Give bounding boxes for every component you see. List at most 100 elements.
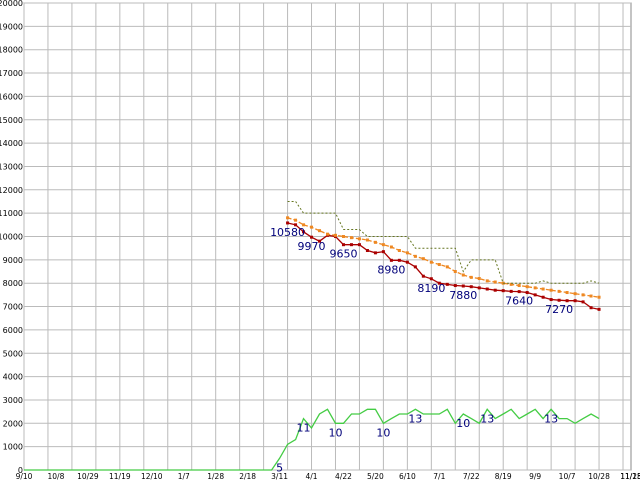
data-label: 12	[608, 0, 622, 3]
series-point-0	[318, 239, 322, 243]
data-label: 7640	[505, 295, 533, 308]
series-point-1	[349, 236, 353, 240]
series-point-0	[549, 298, 553, 302]
x-tick-label: 11/19	[109, 472, 131, 480]
series-point-1	[461, 273, 465, 277]
series-point-1	[333, 233, 337, 237]
series-point-0	[517, 290, 521, 294]
y-tick-label: 12000	[0, 186, 23, 195]
x-tick-label: 4/22	[335, 472, 352, 480]
x-tick-label: 9/10	[16, 472, 33, 480]
series-point-0	[453, 284, 457, 288]
series-point-0	[581, 300, 585, 304]
series-point-1	[302, 223, 306, 227]
data-label: 7270	[545, 303, 573, 316]
data-label: 13	[544, 412, 558, 425]
y-tick-label: 9000	[3, 256, 23, 265]
series-point-1	[413, 254, 417, 258]
series-point-0	[389, 258, 393, 262]
series-point-1	[365, 238, 369, 242]
data-label: 8190	[417, 282, 445, 295]
series-line-1	[287, 217, 600, 298]
y-tick-label: 16000	[0, 92, 23, 101]
x-tick-label: 12/10	[141, 472, 163, 480]
x-tick-label: 7/1	[433, 472, 445, 480]
series-line-0	[287, 222, 600, 311]
x-tick-label: 10/29	[77, 472, 99, 480]
x-tick-label: 10/28	[588, 472, 610, 480]
series-point-1	[373, 240, 377, 244]
series-point-1	[549, 288, 553, 292]
y-tick-label: 3000	[3, 396, 23, 405]
series-point-0	[557, 298, 561, 302]
series-line-2	[287, 201, 600, 284]
data-label: 9650	[329, 248, 357, 261]
y-tick-label: 10000	[0, 233, 23, 242]
series-point-1	[533, 286, 537, 290]
x-tick-label: 1/28	[207, 472, 224, 480]
series-point-0	[341, 243, 345, 247]
series-point-1	[573, 292, 577, 296]
series-point-0	[509, 289, 513, 293]
series-point-0	[461, 284, 465, 288]
y-tick-label: 5000	[3, 349, 23, 358]
x-tick-label: 5/20	[367, 472, 384, 480]
data-label: 13	[408, 412, 422, 425]
series-point-1	[557, 289, 561, 293]
series-point-0	[421, 274, 425, 278]
x-tick-label: 7/22	[463, 472, 480, 480]
series-point-0	[405, 260, 409, 264]
series-point-1	[477, 277, 481, 281]
series-point-0	[445, 282, 449, 286]
series-point-0	[413, 265, 417, 269]
y-tick-label: 15000	[0, 116, 23, 125]
series-point-1	[589, 294, 593, 298]
y-tick-label: 8000	[3, 279, 23, 288]
x-tick-label: 11/18	[620, 472, 640, 480]
series-point-1	[581, 293, 585, 297]
data-label: 11	[297, 422, 311, 435]
x-tick-label: 11/25	[620, 472, 640, 480]
x-tick-label: 10/8	[48, 472, 65, 480]
series-point-0	[302, 230, 306, 234]
series-point-0	[429, 277, 433, 281]
x-tick-label: 10/7	[559, 472, 576, 480]
data-label: 10	[328, 426, 342, 439]
series-point-0	[373, 251, 377, 255]
y-tick-label: 14000	[0, 139, 23, 148]
y-tick-label: 19000	[0, 22, 23, 31]
x-tick-label: 1/7	[178, 472, 190, 480]
y-tick-label: 0	[18, 466, 23, 475]
series-point-0	[397, 258, 401, 262]
y-tick-label: 20000	[0, 0, 23, 8]
x-tick-label: 8/19	[495, 472, 512, 480]
series-point-1	[525, 285, 529, 289]
y-tick-label: 6000	[3, 326, 23, 335]
series-point-0	[525, 291, 529, 295]
series-point-0	[589, 306, 593, 310]
series-point-1	[381, 243, 385, 247]
x-tick-label: 3/11	[271, 472, 288, 480]
series-point-0	[294, 223, 298, 227]
series-point-1	[453, 270, 457, 274]
series-point-0	[565, 299, 569, 303]
data-label: 8980	[377, 263, 405, 276]
series-line-3	[24, 408, 600, 471]
series-point-0	[469, 285, 473, 289]
series-point-1	[421, 257, 425, 261]
x-tick-label: 2/18	[239, 472, 256, 480]
series-point-0	[573, 299, 577, 303]
series-point-1	[286, 216, 290, 220]
series-point-1	[310, 225, 314, 229]
x-tick-label: 6/10	[399, 472, 416, 480]
data-label: 9970	[298, 240, 326, 253]
y-tick-label: 2000	[3, 419, 23, 428]
series-point-1	[389, 245, 393, 249]
data-label: 5	[276, 461, 283, 474]
series-point-0	[485, 287, 489, 291]
series-point-0	[501, 289, 505, 293]
series-point-1	[326, 232, 329, 236]
series-point-1	[597, 295, 601, 299]
series-point-0	[310, 235, 314, 239]
